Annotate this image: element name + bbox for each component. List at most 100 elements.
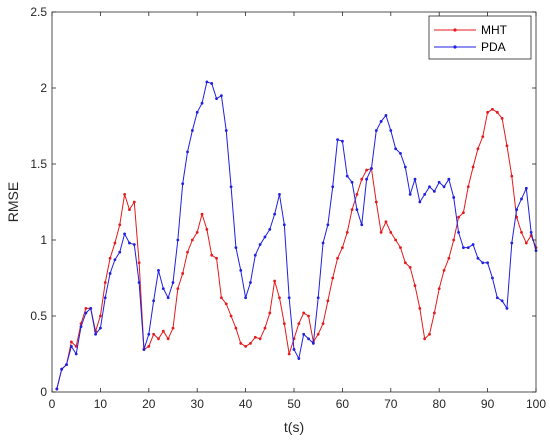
data-point-pda (418, 200, 422, 204)
data-point-pda (113, 258, 117, 262)
data-point-pda (215, 97, 218, 101)
legend-marker-pda (453, 45, 457, 49)
data-point-pda (239, 269, 243, 272)
x-tick-label: 100 (526, 397, 546, 411)
data-point-mht (234, 326, 238, 330)
data-point-pda (432, 189, 436, 193)
data-point-mht (244, 345, 248, 348)
data-point-mht (384, 220, 388, 224)
data-point-mht (505, 144, 509, 148)
data-point-mht (321, 322, 325, 325)
data-point-pda (220, 94, 223, 97)
data-point-pda (99, 326, 102, 330)
data-point-pda (210, 82, 214, 85)
data-point-mht (215, 256, 218, 260)
data-point-pda (79, 325, 83, 329)
data-point-mht (282, 322, 286, 325)
data-point-pda (244, 296, 248, 300)
data-point-mht (457, 215, 460, 219)
x-tick-label: 40 (239, 397, 253, 411)
data-point-mht (84, 307, 88, 310)
data-point-mht (297, 322, 301, 325)
data-point-mht (205, 227, 209, 231)
data-point-mht (307, 314, 310, 318)
data-point-mht (258, 337, 262, 341)
data-point-mht (413, 284, 417, 287)
data-point-mht (428, 332, 431, 336)
data-point-pda (311, 341, 315, 345)
data-point-mht (481, 135, 485, 139)
data-point-pda (515, 208, 519, 212)
data-point-mht (278, 296, 281, 300)
data-point-mht (137, 261, 141, 265)
x-tick-label: 90 (481, 397, 495, 411)
data-point-mht (166, 337, 170, 341)
legend-label-pda: PDA (481, 40, 506, 54)
tick-layer: 0 10 20 30 40 50 60 70 80 90 100 0 0.5 1 1.5 2 2.5 (30, 5, 546, 411)
data-point-pda (471, 243, 475, 246)
data-point-mht (486, 110, 489, 114)
data-point-pda (428, 185, 431, 189)
data-point-mht (263, 326, 267, 330)
data-point-pda (229, 185, 233, 189)
data-point-mht (195, 231, 199, 234)
data-point-pda (84, 311, 88, 315)
data-point-pda (234, 246, 238, 250)
data-point-pda (195, 110, 199, 114)
data-point-pda (379, 120, 383, 123)
data-point-mht (220, 296, 223, 300)
data-point-pda (200, 101, 204, 105)
x-tick-label: 60 (336, 397, 350, 411)
data-point-mht (326, 299, 330, 303)
data-point-mht (161, 329, 165, 333)
data-point-pda (336, 138, 339, 142)
data-point-mht (374, 200, 378, 204)
data-point-mht (341, 246, 344, 250)
data-point-pda (108, 272, 112, 275)
x-tick-label: 50 (287, 397, 301, 411)
x-tick-label: 80 (433, 397, 447, 411)
data-point-mht (249, 341, 252, 345)
data-point-mht (524, 241, 528, 245)
data-point-pda (60, 367, 64, 371)
data-point-pda (331, 185, 335, 189)
data-point-mht (331, 276, 335, 280)
data-point-mht (132, 200, 136, 204)
data-point-pda (65, 363, 68, 367)
data-point-pda (408, 193, 412, 196)
data-point-pda (413, 177, 417, 181)
data-point-mht (462, 211, 465, 215)
data-point-pda (437, 180, 441, 184)
y-axis-label: RMSE (5, 182, 21, 222)
data-point-mht (229, 314, 233, 318)
data-point-pda (161, 287, 165, 291)
data-point-mht (437, 287, 441, 291)
x-tick-label: 0 (49, 397, 56, 411)
data-point-pda (224, 129, 228, 132)
data-point-mht (74, 345, 78, 348)
x-tick-label: 10 (94, 397, 108, 411)
data-point-pda (505, 307, 509, 310)
x-tick-label: 70 (384, 397, 398, 411)
data-point-pda (394, 147, 398, 151)
data-point-pda (205, 80, 209, 84)
data-point-mht (447, 256, 451, 260)
data-point-pda (491, 276, 494, 280)
legend: MHT PDA (428, 15, 532, 60)
data-point-mht (287, 352, 291, 356)
data-point-mht (113, 241, 117, 245)
data-point-pda (118, 250, 122, 254)
data-point-pda (462, 246, 465, 250)
data-point-pda (495, 296, 499, 300)
data-point-mht (224, 302, 228, 306)
data-point-mht (365, 168, 368, 172)
data-point-pda (181, 182, 185, 186)
data-point-pda (94, 332, 97, 336)
data-point-pda (74, 352, 78, 356)
data-point-mht (360, 177, 364, 181)
data-point-pda (89, 307, 93, 310)
data-point-mht (69, 340, 73, 344)
series-pda (55, 80, 538, 391)
data-point-pda (273, 212, 277, 216)
data-point-pda (103, 296, 107, 300)
